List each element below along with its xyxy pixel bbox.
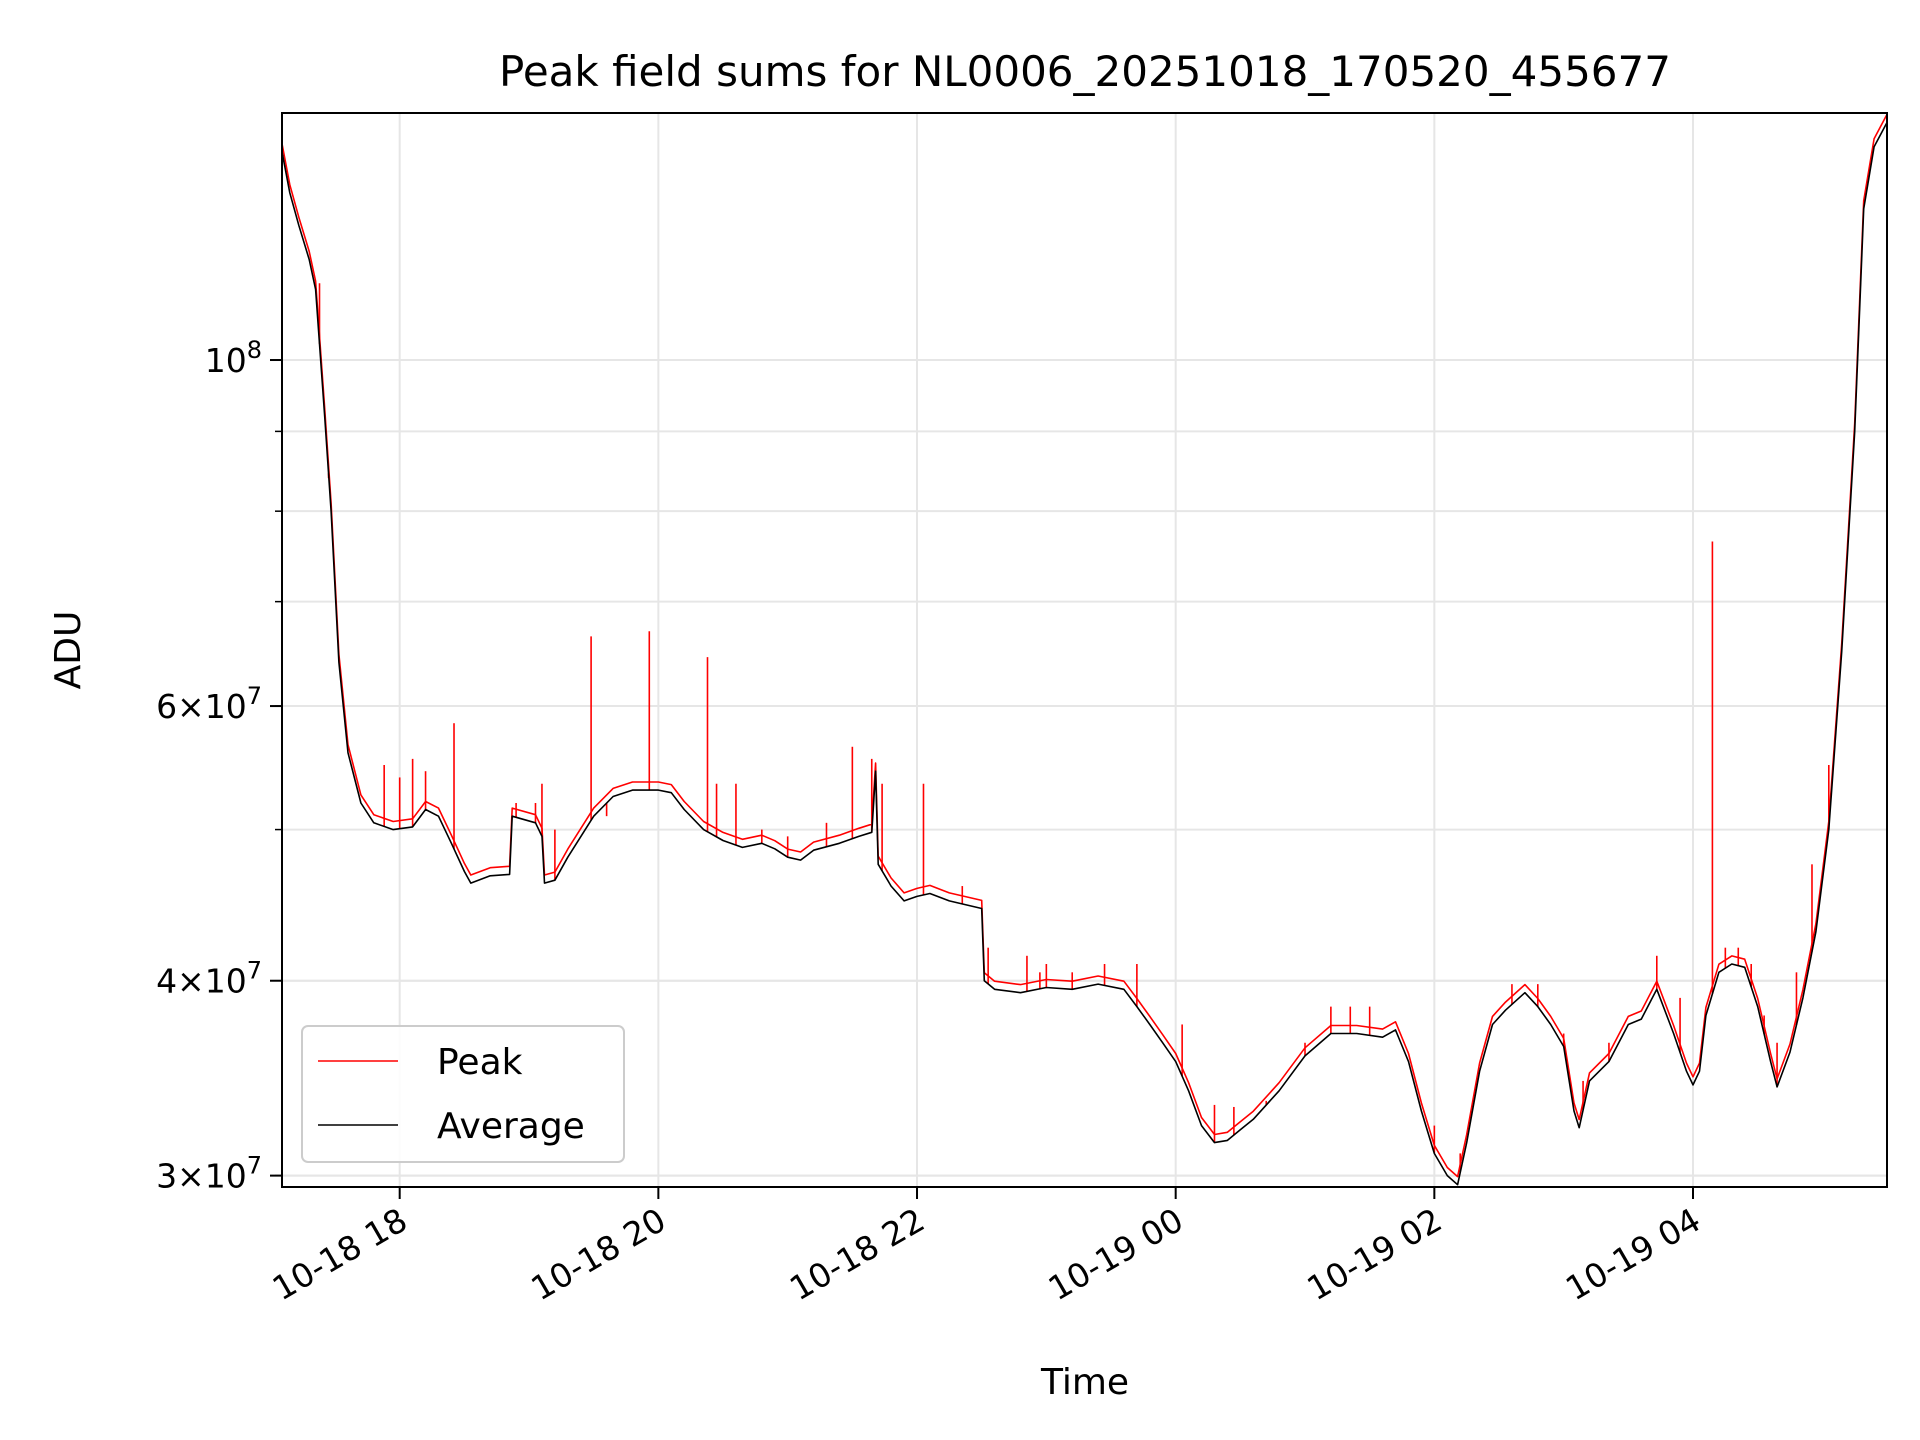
y-tick-base: 10 <box>205 962 247 1001</box>
y-tick-exponent: 7 <box>247 957 262 985</box>
y-tick-base: 10 <box>205 341 247 380</box>
legend-label-average: Average <box>437 1106 585 1147</box>
y-tick-exponent: 7 <box>247 1152 262 1180</box>
legend: Peak Average <box>301 1025 625 1163</box>
chart-title: Peak field sums for NL0006_20251018_1705… <box>499 47 1671 96</box>
plot-area-frame <box>281 112 1888 1188</box>
grid-lines <box>282 113 1887 1187</box>
y-tick-mantissa: 4× <box>156 962 205 1001</box>
y-tick-mantissa: 6× <box>156 687 205 726</box>
y-tick-label: 6×107 <box>156 682 262 726</box>
y-tick-exponent: 8 <box>247 336 262 364</box>
series-line-peak <box>281 114 1888 1178</box>
y-tick-base: 10 <box>205 687 247 726</box>
y-axis-label: ADU <box>48 611 89 690</box>
series-layer <box>281 114 1888 1186</box>
legend-label-peak: Peak <box>437 1042 523 1083</box>
y-tick-label: 108 <box>205 336 262 380</box>
legend-box <box>301 1025 625 1163</box>
y-tick-mantissa: 3× <box>156 1157 205 1196</box>
x-axis-label: Time <box>1040 1362 1129 1403</box>
series-line-average <box>281 122 1888 1186</box>
y-tick-label: 4×107 <box>156 957 262 1001</box>
y-tick-exponent: 7 <box>247 682 262 710</box>
y-tick-base: 10 <box>205 1157 247 1196</box>
y-tick-label: 3×107 <box>156 1152 262 1196</box>
